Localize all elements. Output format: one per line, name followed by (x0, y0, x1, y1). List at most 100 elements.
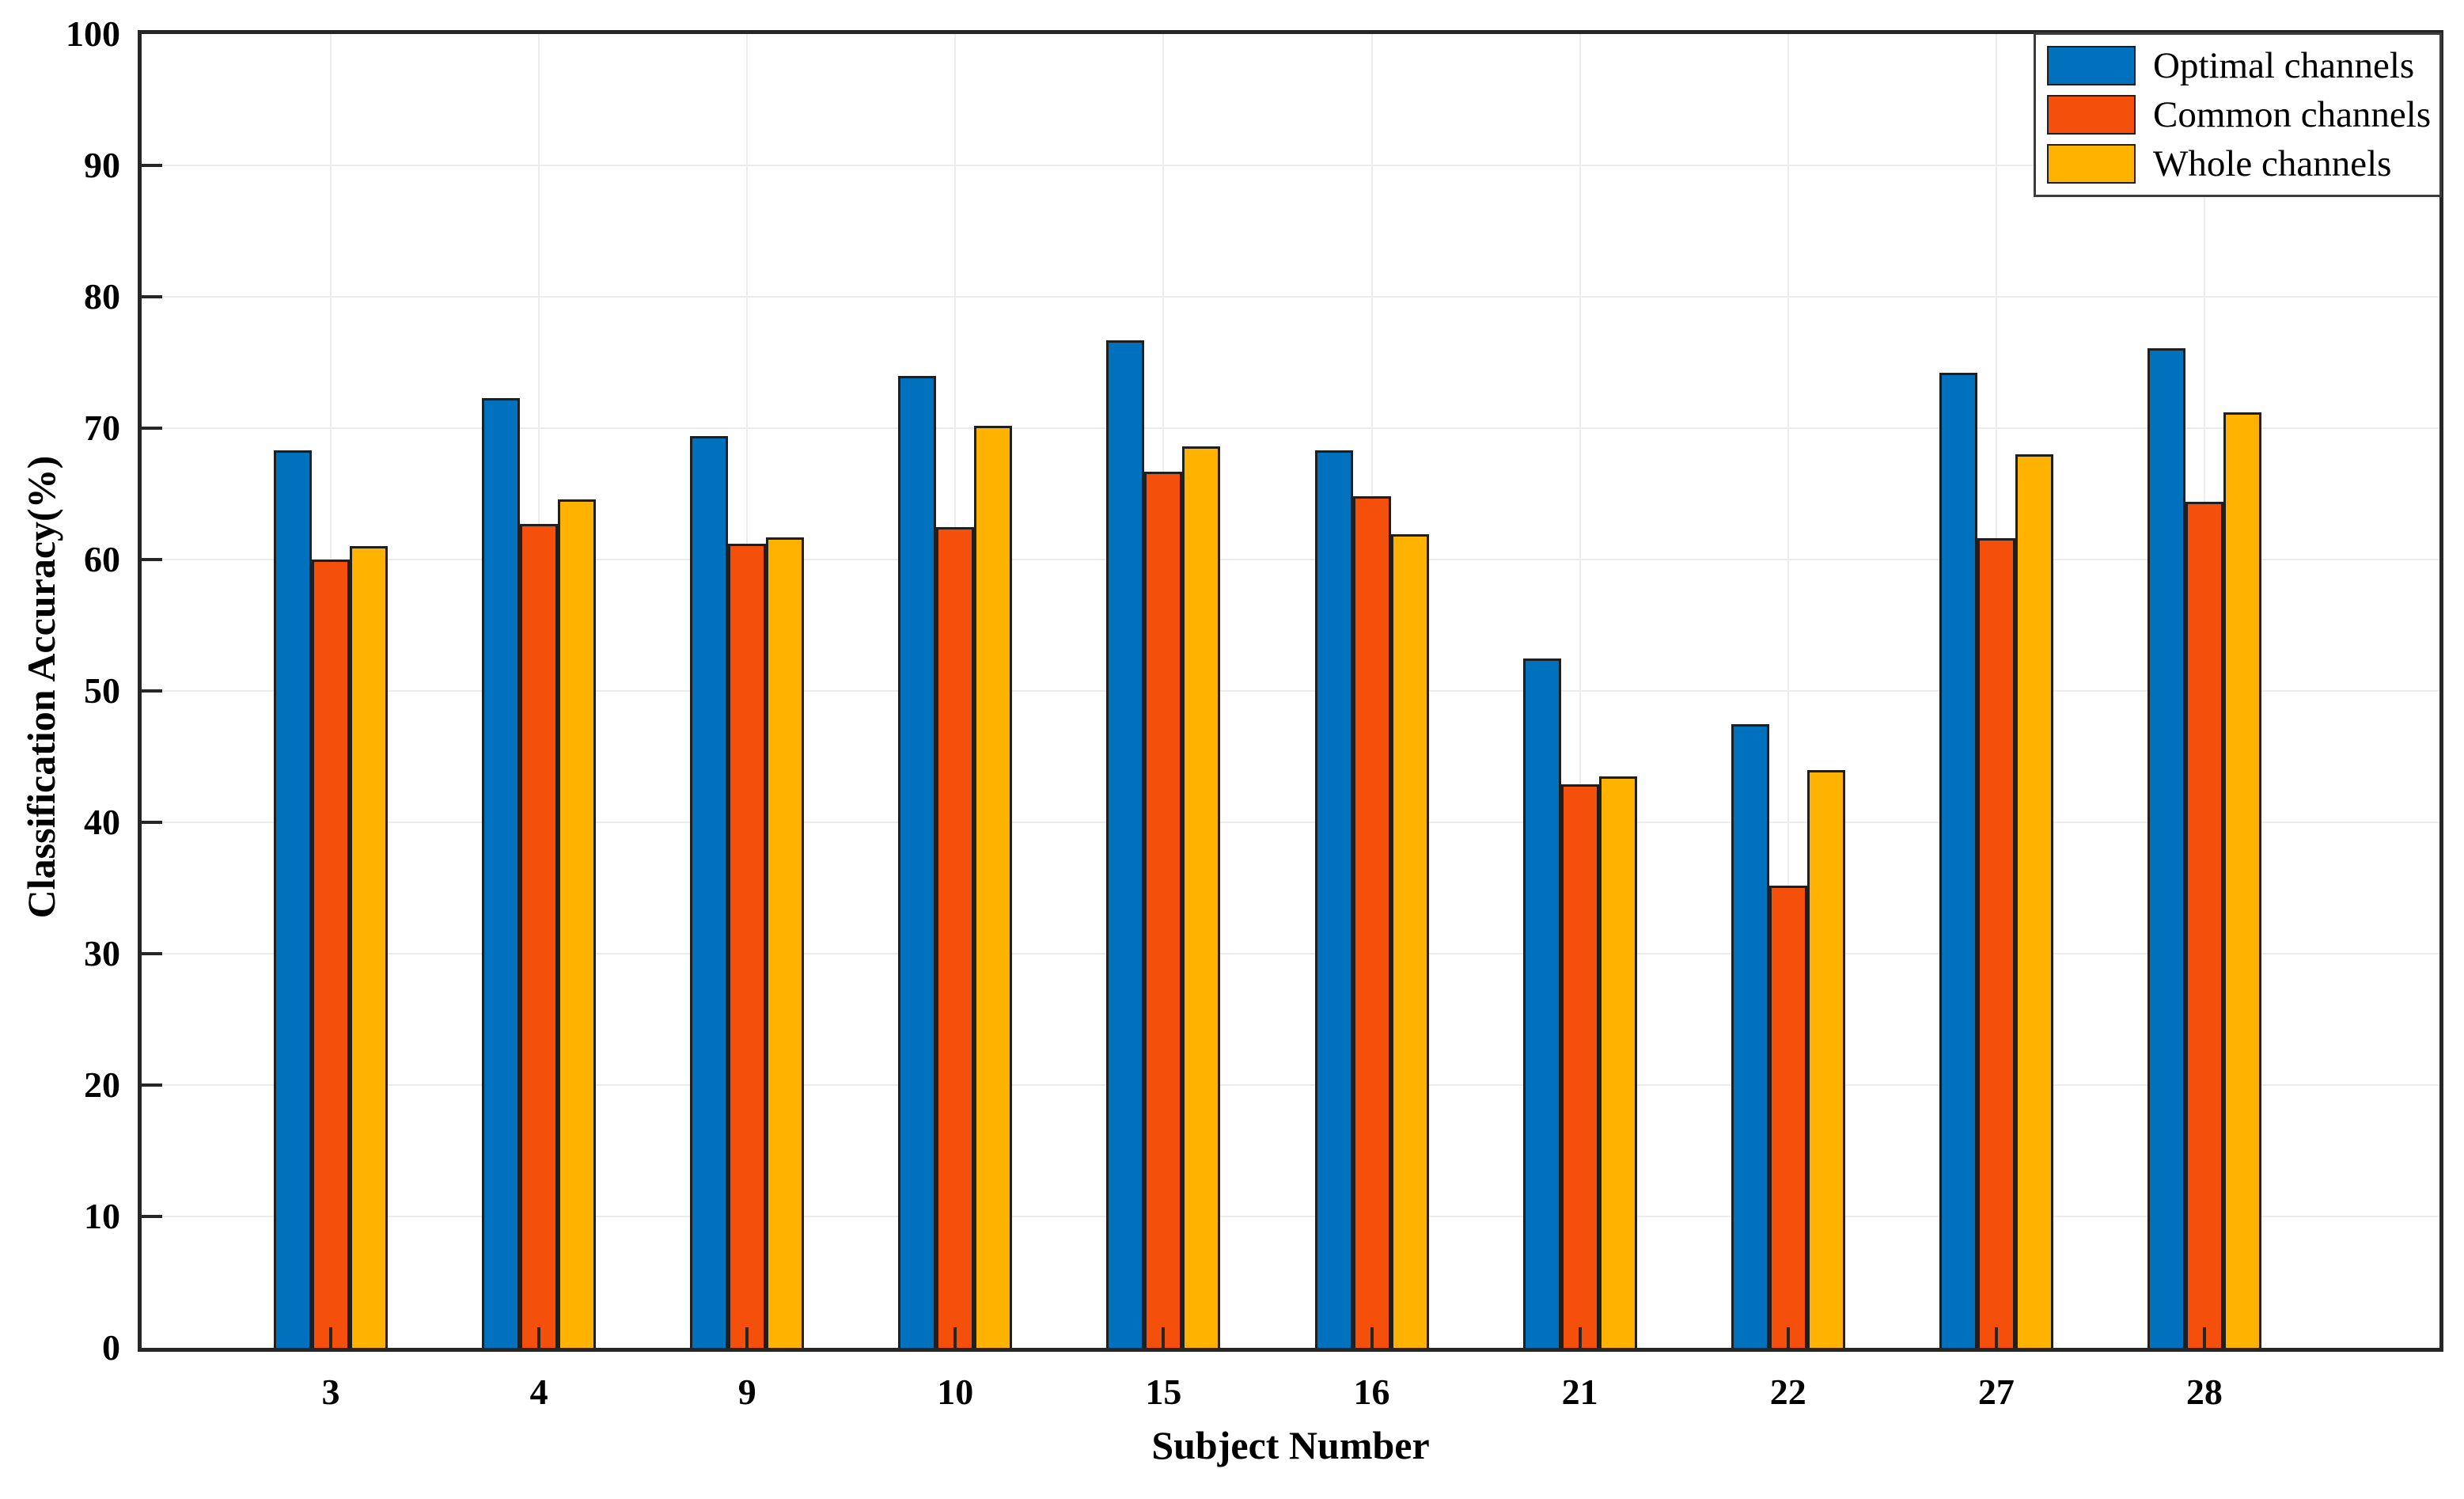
legend-swatch-optimal-channels (2047, 46, 2136, 85)
x-axis-tick-mark (1994, 1327, 1998, 1348)
y-axis-tick-mark (142, 952, 162, 955)
bar-whole-subject-16 (1390, 534, 1429, 1348)
bar-group-subject-22 (1730, 723, 1845, 1348)
gridline-vertical (1787, 34, 1789, 1348)
x-axis-tick-mark (1370, 1327, 1374, 1348)
bar-optimal-subject-22 (1730, 723, 1769, 1348)
bar-optimal-subject-4 (482, 397, 521, 1348)
y-tick-label: 60 (84, 539, 120, 579)
bar-whole-subject-4 (558, 499, 597, 1348)
gridline-vertical (1579, 34, 1581, 1348)
bar-common-subject-22 (1768, 885, 1807, 1348)
bar-optimal-subject-3 (273, 450, 312, 1348)
gridline-horizontal (142, 822, 2439, 823)
bar-whole-subject-27 (2015, 454, 2053, 1348)
legend-item: Optimal channels (2047, 44, 2433, 87)
bar-common-subject-28 (2185, 501, 2223, 1348)
bar-group-subject-28 (2147, 347, 2261, 1348)
x-tick-label: 27 (1977, 1372, 2015, 1412)
x-tick-label: 15 (1145, 1372, 1182, 1412)
legend-item: Whole channels (2047, 142, 2433, 185)
bar-optimal-subject-9 (690, 435, 729, 1348)
y-axis-tick-mark (142, 689, 162, 693)
legend-label: Common channels (2153, 94, 2432, 135)
gridline-horizontal (142, 165, 2439, 166)
x-axis-tick-mark (1578, 1327, 1582, 1348)
legend-label: Optimal channels (2153, 45, 2415, 86)
bar-common-subject-16 (1352, 496, 1391, 1348)
bar-whole-subject-22 (1806, 769, 1845, 1348)
y-tick-label: 40 (84, 802, 120, 842)
gridline-horizontal (142, 559, 2439, 560)
gridline-horizontal (142, 690, 2439, 692)
legend-swatch-whole-channels (2047, 144, 2136, 184)
legend-swatch-common-channels (2047, 95, 2136, 135)
y-axis-title: Classification Accuracy(%) (19, 455, 63, 919)
bar-common-subject-10 (936, 526, 975, 1348)
bar-optimal-subject-10 (898, 375, 937, 1348)
bar-optimal-subject-15 (1106, 340, 1145, 1348)
bar-whole-subject-10 (974, 425, 1013, 1348)
bar-group-subject-3 (273, 450, 388, 1348)
y-tick-label: 80 (84, 276, 120, 317)
bar-whole-subject-21 (1598, 776, 1637, 1348)
gridline-horizontal (142, 1216, 2439, 1217)
y-axis-tick-mark (142, 821, 162, 824)
x-axis-tick-mark (537, 1327, 541, 1348)
x-axis-tick-mark (328, 1327, 332, 1348)
gridline-horizontal (142, 427, 2439, 429)
bar-whole-subject-28 (2223, 412, 2261, 1348)
bar-optimal-subject-28 (2147, 347, 2185, 1348)
bar-common-subject-21 (1560, 784, 1599, 1348)
y-tick-label: 90 (84, 145, 120, 185)
x-axis-tick-mark (2202, 1327, 2206, 1348)
bar-group-subject-4 (482, 397, 597, 1348)
x-axis-title: Subject Number (1151, 1423, 1430, 1467)
bar-whole-subject-3 (349, 546, 388, 1348)
gridline-horizontal (142, 1084, 2439, 1086)
bar-common-subject-4 (520, 524, 559, 1348)
bar-optimal-subject-16 (1314, 450, 1353, 1348)
bar-whole-subject-15 (1182, 446, 1221, 1348)
x-tick-label: 10 (937, 1372, 974, 1412)
bar-whole-subject-9 (766, 537, 805, 1348)
y-axis-tick-mark (142, 427, 162, 430)
bar-group-subject-10 (898, 375, 1013, 1348)
plot-area (138, 30, 2443, 1352)
bar-group-subject-21 (1522, 658, 1637, 1348)
y-axis-tick-mark (142, 1215, 162, 1218)
x-tick-label: 28 (2185, 1372, 2223, 1412)
x-tick-label: 4 (529, 1372, 548, 1412)
y-tick-label: 0 (102, 1327, 120, 1368)
bar-common-subject-9 (728, 544, 767, 1348)
y-axis-tick-mark (142, 558, 162, 561)
legend-label: Whole channels (2153, 143, 2392, 184)
y-axis-tick-mark (142, 295, 162, 298)
y-axis-tick-mark (142, 164, 162, 167)
gridline-horizontal (142, 296, 2439, 298)
y-tick-label: 10 (84, 1196, 120, 1236)
bar-common-subject-3 (311, 560, 350, 1348)
x-tick-label: 22 (1769, 1372, 1806, 1412)
x-tick-label: 9 (737, 1372, 756, 1412)
x-axis-tick-mark (745, 1327, 749, 1348)
legend-item: Common channels (2047, 93, 2433, 136)
x-axis-tick-mark (953, 1327, 957, 1348)
bar-group-subject-16 (1314, 450, 1429, 1348)
x-tick-label: 16 (1353, 1372, 1390, 1412)
x-axis-tick-mark (1786, 1327, 1790, 1348)
bar-group-subject-9 (690, 435, 805, 1348)
y-tick-label: 30 (84, 933, 120, 973)
legend: Optimal channels Common channels Whole cha… (2034, 32, 2442, 197)
bar-optimal-subject-21 (1522, 658, 1561, 1348)
y-tick-label: 20 (84, 1064, 120, 1105)
x-tick-label: 3 (321, 1372, 340, 1412)
x-axis-tick-mark (1162, 1327, 1166, 1348)
bar-group-subject-27 (1939, 373, 2053, 1348)
y-tick-label: 70 (84, 408, 120, 448)
gridline-horizontal (142, 953, 2439, 954)
x-tick-label: 21 (1561, 1372, 1598, 1412)
y-tick-label: 100 (66, 13, 120, 54)
bar-common-subject-27 (1977, 538, 2015, 1348)
